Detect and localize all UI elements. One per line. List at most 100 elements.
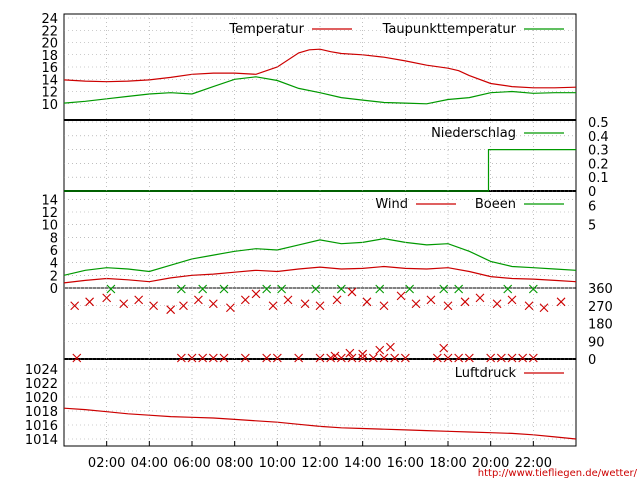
temperature-y-tick-label-1: 12 — [41, 86, 58, 101]
precipitation-legend-label-0: Niederschlag — [431, 126, 516, 141]
wind_direction-series-2-point-16 — [379, 353, 389, 363]
x-axis: 02:00 04:00 06:00 08:00 10:00 12:00 14:00 16:00… — [88, 14, 552, 471]
wind-legend-label-0: Wind — [375, 197, 408, 212]
wind_direction-series-0-point-0 — [70, 301, 80, 311]
wind_direction-series-2-point-9 — [294, 353, 304, 363]
pressure-y-tick-label-5: 1024 — [25, 363, 58, 378]
x-tick-label-5: 12:00 — [301, 456, 338, 471]
wind_direction-series-0-point-30 — [539, 303, 549, 313]
wind_direction-series-0-point-26 — [475, 293, 485, 303]
wind_direction-series-0-point-17 — [332, 295, 342, 305]
wind_direction-y2-tick-label-2: 180 — [588, 318, 613, 333]
wind_direction-series-2-point-7 — [262, 353, 272, 363]
x-tick-label-8: 18:00 — [429, 456, 466, 471]
wind_direction-series-3-point-5 — [439, 343, 449, 353]
wind_direction-series-0-point-5 — [149, 301, 158, 311]
wind_direction-series-3-point-1 — [345, 348, 355, 358]
precipitation-y-tick-label-0: 0 — [588, 185, 596, 200]
wind_direction-series-1-point-9 — [405, 284, 414, 294]
pressure-y-tick-label-2: 1018 — [25, 405, 58, 420]
temperature-y-tick-label-6: 22 — [41, 24, 58, 39]
wind-y-tick-label-0: 0 — [50, 282, 58, 297]
wind_direction-series-0-point-27 — [492, 299, 502, 309]
wind_direction-series-0-point-24 — [443, 301, 453, 311]
wind_direction-series-0-point-29 — [524, 301, 534, 311]
wind_direction-series-1-point-7 — [336, 284, 346, 294]
wind_direction-series-0-point-14 — [283, 295, 293, 305]
temperature-legend-label-0: Temperatur — [228, 22, 304, 37]
wind-y-tick-label-2: 4 — [50, 257, 58, 272]
wind_direction-series-1-point-0 — [106, 284, 116, 294]
wind_direction-y2-tick-label-0: 0 — [588, 353, 596, 368]
wind_direction-series-1-point-1 — [176, 284, 186, 294]
wind_direction-series-2-point-26 — [518, 353, 528, 363]
wind_direction-series-0-point-31 — [556, 297, 566, 307]
wind-y-tick-label-5: 10 — [41, 219, 58, 234]
source-url: http://www.tiefliegen.de/wetter/ — [478, 468, 638, 479]
wind_direction-series-2-point-4 — [208, 353, 218, 363]
wind-y-tick-label-3: 6 — [50, 244, 58, 259]
wind_direction-series-1-point-2 — [198, 284, 208, 294]
pressure-y-tick-label-3: 1020 — [25, 391, 58, 406]
chart-panels: 1012141618202224TaupunkttemperaturTemper… — [25, 12, 613, 448]
precipitation-y-tick-label-2: 0.2 — [588, 157, 609, 172]
wind_direction-series-0-point-16 — [315, 301, 325, 311]
wind_direction-series-1-point-3 — [219, 284, 229, 294]
pressure-y-tick-label-1: 1016 — [25, 419, 58, 434]
wind_direction-series-3-point-0 — [330, 351, 340, 361]
x-tick-label-7: 16:00 — [387, 456, 424, 471]
wind_direction-series-0-point-9 — [208, 299, 218, 309]
wind_direction-series-2-point-3 — [198, 353, 208, 363]
wind_direction-series-0-point-13 — [268, 301, 278, 311]
wind-y2-tick-label-0: 5 — [588, 219, 596, 234]
wind-y2-tick-label-1: 6 — [588, 200, 596, 215]
wind-y-tick-label-1: 2 — [50, 269, 58, 284]
x-tick-label-3: 08:00 — [216, 456, 253, 471]
wind_direction-series-1-point-10 — [439, 284, 449, 294]
wind_direction-series-2-point-17 — [390, 353, 400, 363]
temperature-y-tick-label-3: 16 — [41, 61, 58, 76]
wind-legend-label-1: Boeen — [475, 197, 516, 212]
x-tick-label-9: 20:00 — [472, 456, 509, 471]
wind_direction-series-0-point-10 — [226, 303, 235, 313]
temperature-y-tick-label-7: 24 — [41, 12, 58, 27]
wind_direction-series-0-point-15 — [300, 299, 310, 309]
wind_direction-series-0-point-28 — [507, 295, 517, 305]
wind_direction-series-2-point-13 — [347, 353, 357, 363]
wind-y-tick-label-4: 8 — [50, 231, 58, 246]
precipitation-series-0-line — [64, 149, 576, 192]
x-tick-label-10: 22:00 — [515, 456, 552, 471]
wind_direction-y2-tick-label-3: 270 — [588, 300, 613, 315]
wind_direction-series-2-point-11 — [326, 353, 336, 363]
wind_direction-series-2-point-0 — [72, 353, 82, 363]
wind_direction-series-0-point-2 — [102, 293, 112, 303]
wind-y-tick-label-7: 14 — [41, 193, 58, 208]
pressure-y-tick-label-4: 1022 — [25, 377, 58, 392]
precipitation-y-tick-label-5: 0.5 — [588, 116, 609, 131]
temperature-y-tick-label-0: 10 — [41, 98, 58, 113]
wind_direction-series-2-point-15 — [368, 353, 378, 363]
temperature-y-tick-label-5: 20 — [41, 37, 58, 52]
wind_direction-series-2-point-25 — [507, 353, 517, 363]
wind_direction-y2-tick-label-1: 90 — [588, 335, 605, 350]
wind_direction-series-1-point-13 — [528, 284, 538, 294]
wind_direction-series-0-point-19 — [362, 297, 372, 307]
wind_direction-series-2-point-21 — [454, 353, 464, 363]
wind_direction-series-2-point-19 — [432, 353, 442, 363]
wind_direction-series-2-point-6 — [240, 353, 250, 363]
wind_direction-series-2-point-24 — [496, 353, 506, 363]
wind_direction-series-0-point-4 — [134, 295, 144, 305]
x-tick-label-0: 02:00 — [88, 456, 125, 471]
wind_direction-series-0-point-23 — [426, 295, 436, 305]
temperature-series-0-line — [63, 48, 577, 89]
wind_direction-series-0-point-11 — [240, 295, 250, 305]
wind_direction-series-0-point-18 — [347, 287, 357, 297]
precipitation-y-tick-label-1: 0.1 — [588, 171, 609, 186]
wind_direction-series-2-point-22 — [464, 353, 474, 363]
wind-y-tick-label-6: 12 — [41, 206, 58, 221]
x-tick-label-6: 14:00 — [344, 456, 381, 471]
wind_direction-series-0-point-1 — [85, 297, 94, 307]
temperature-y-tick-label-4: 18 — [41, 49, 58, 64]
temperature-y-tick-label-2: 14 — [41, 73, 58, 88]
